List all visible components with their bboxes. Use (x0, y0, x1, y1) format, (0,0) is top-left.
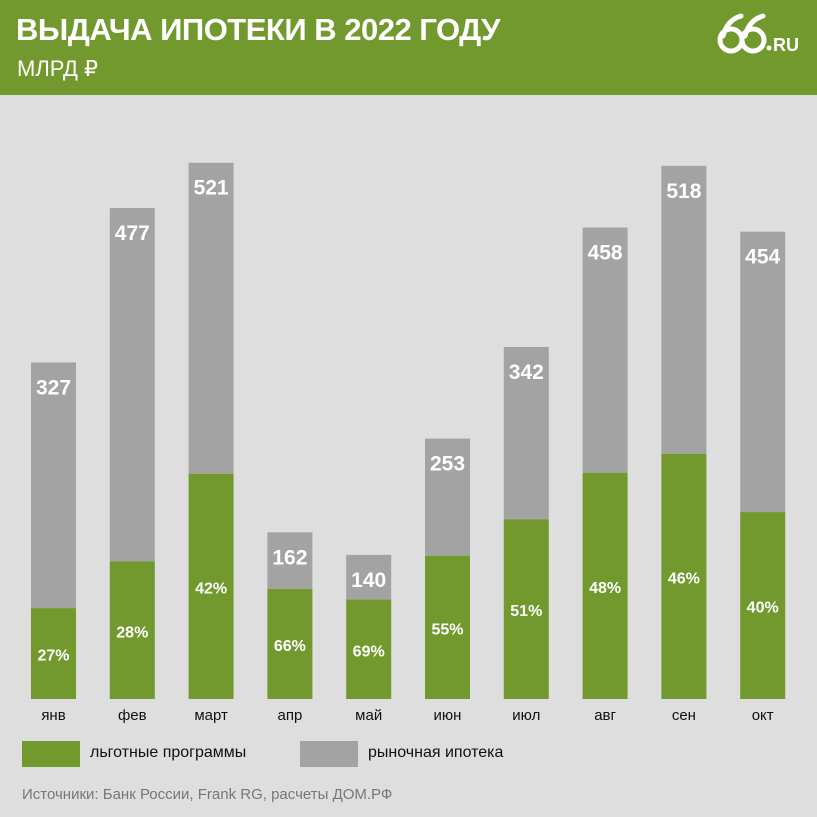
category-label-0: янв (41, 707, 65, 724)
share-label-9: 40% (747, 600, 779, 617)
total-label-5: 253 (430, 453, 465, 476)
category-label-7: авг (594, 707, 616, 724)
category-label-5: июн (434, 707, 462, 724)
bar-market-7 (582, 227, 628, 473)
total-label-8: 518 (666, 180, 701, 203)
bar-preferential-2 (188, 473, 234, 699)
bar-market-2 (188, 162, 234, 474)
total-label-0: 327 (36, 376, 71, 399)
bar-preferential-7 (582, 472, 628, 699)
bar-market-9 (740, 231, 786, 513)
bar-preferential-6 (503, 519, 549, 699)
bar-preferential-3 (267, 588, 313, 699)
total-label-3: 162 (272, 546, 307, 569)
bar-preferential-8 (661, 453, 707, 699)
category-label-6: июл (512, 707, 540, 724)
source-note: Источники: Банк России, Frank RG, расчет… (22, 786, 393, 803)
share-label-8: 46% (668, 570, 700, 587)
share-label-7: 48% (589, 580, 621, 597)
legend-swatch-gray (300, 741, 358, 767)
share-label-1: 28% (116, 624, 148, 641)
bar-preferential-5 (425, 555, 470, 699)
header-banner: ВЫДАЧА ИПОТЕКИ В 2022 ГОДУ МЛРД ₽ RU (0, 0, 817, 95)
share-label-6: 51% (510, 603, 542, 620)
total-label-2: 521 (194, 177, 229, 200)
legend-label-gray: рыночная ипотека (368, 744, 504, 761)
share-label-0: 27% (37, 648, 69, 665)
bar-preferential-1 (109, 561, 155, 699)
share-label-3: 66% (274, 638, 306, 655)
share-label-4: 69% (353, 643, 385, 660)
bar-preferential-0 (31, 608, 76, 699)
site-logo[interactable]: RU (717, 12, 803, 56)
chart-subtitle: МЛРД ₽ (17, 56, 98, 81)
bar-market-1 (109, 208, 155, 562)
bar-preferential-9 (740, 512, 786, 699)
bar-market-4 (346, 554, 392, 600)
share-label-5: 55% (431, 621, 463, 638)
svg-text:RU: RU (773, 35, 799, 55)
total-label-7: 458 (588, 242, 623, 265)
category-label-4: май (355, 707, 382, 724)
bar-market-3 (267, 532, 313, 589)
bar-preferential-4 (346, 599, 392, 699)
total-label-6: 342 (509, 361, 544, 384)
total-label-1: 477 (115, 222, 150, 245)
category-label-9: окт (752, 707, 774, 724)
total-label-4: 140 (351, 569, 386, 592)
category-label-2: март (194, 707, 228, 724)
total-label-9: 454 (745, 246, 780, 269)
share-label-2: 42% (195, 580, 227, 597)
legend-label-green: льготные программы (90, 744, 247, 761)
bar-market-6 (503, 346, 549, 520)
category-label-1: фев (118, 707, 147, 724)
bar-market-8 (661, 165, 707, 454)
bar-market-5 (425, 438, 470, 556)
bar-market-0 (31, 362, 76, 609)
category-label-8: сен (672, 707, 696, 724)
chart-title: ВЫДАЧА ИПОТЕКИ В 2022 ГОДУ (16, 12, 500, 47)
legend-swatch-green (22, 741, 80, 767)
category-label-3: апр (277, 707, 302, 724)
stacked-bar-chart: 327 27% янв 477 28% фев 521 42% март 162 66% апр 140… (31, 162, 786, 724)
